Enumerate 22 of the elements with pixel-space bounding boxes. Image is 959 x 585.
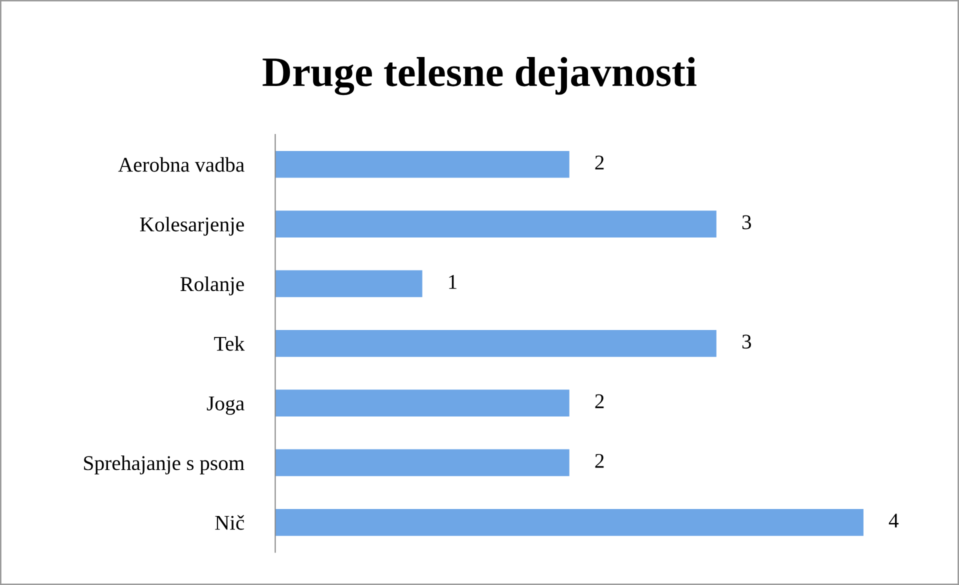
- bar: [275, 150, 570, 178]
- data-label: 4: [888, 514, 899, 528]
- y-tick-label: Sprehajanje s psom: [84, 456, 244, 474]
- data-label: 2: [595, 394, 604, 408]
- y-tick-label: Rolanje: [180, 276, 244, 296]
- y-tick-label: Kolesarjenje: [140, 216, 244, 236]
- data-label: 3: [742, 334, 752, 349]
- bar: [275, 449, 570, 476]
- bar: [275, 508, 864, 536]
- bar: [275, 270, 422, 298]
- y-tick-label: Aerobna vadba: [118, 157, 244, 172]
- bar: [275, 390, 570, 416]
- chart-title: Druge telesne dejavnosti: [262, 56, 696, 96]
- y-tick-label: Nič: [215, 515, 244, 530]
- y-tick-label: Joga: [206, 396, 244, 415]
- bar: [275, 210, 716, 238]
- data-label: 2: [595, 156, 604, 170]
- data-label: 3: [742, 215, 752, 230]
- bar: [275, 330, 716, 357]
- data-label: 2: [595, 454, 604, 468]
- y-tick-label: Tek: [214, 336, 245, 351]
- data-label: 1: [449, 274, 456, 289]
